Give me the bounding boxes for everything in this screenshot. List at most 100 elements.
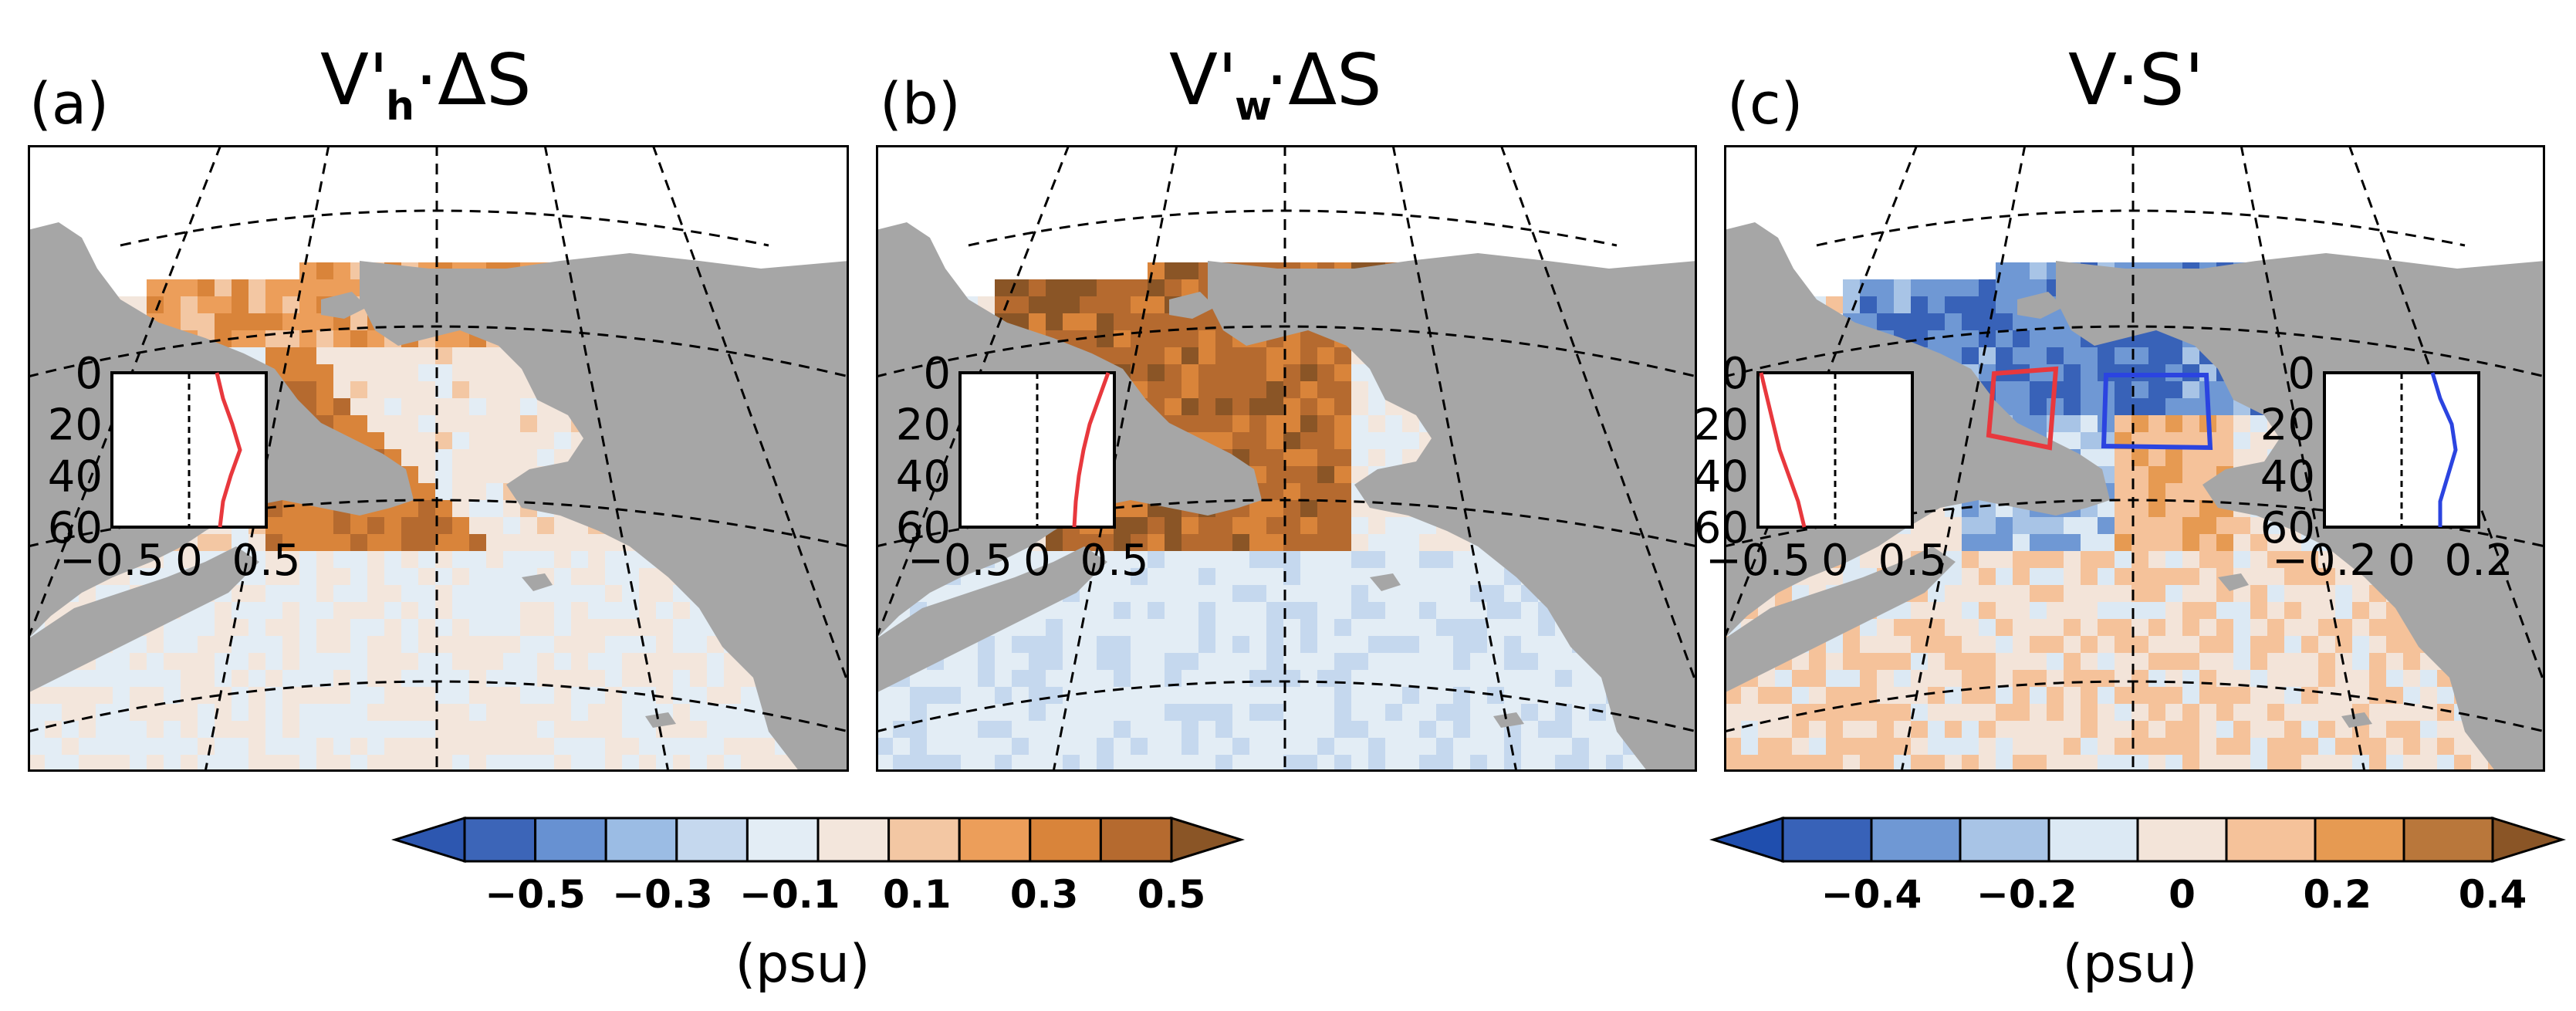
field-cell [1385, 551, 1402, 568]
field-cell [503, 721, 520, 738]
field-cell [775, 755, 792, 772]
field-cell [1198, 602, 1215, 619]
field-cell [96, 653, 113, 670]
field-cell [2301, 551, 2318, 568]
field-cell [1148, 551, 1165, 568]
field-cell [1046, 636, 1063, 653]
field-cell [350, 364, 367, 381]
field-cell [571, 755, 588, 772]
field-cell [1419, 551, 1436, 568]
field-cell [1979, 619, 1996, 636]
field-cell [2131, 653, 2148, 670]
field-cell [1453, 568, 1470, 585]
colorbar-ab-tick-label: 0.5 [1138, 872, 1206, 917]
field-cell [2250, 517, 2267, 534]
field-cell [350, 585, 367, 602]
field-cell [503, 585, 520, 602]
field-cell [1368, 721, 1385, 738]
field-cell [2148, 517, 2165, 534]
field-cell [503, 687, 520, 704]
field-cell [1334, 398, 1351, 415]
field-cell [554, 704, 571, 721]
field-cell [2233, 704, 2250, 721]
field-cell [571, 534, 588, 551]
field-cell [537, 636, 554, 653]
field-cell [316, 568, 333, 585]
field-cell [2284, 602, 2301, 619]
field-cell [2284, 551, 2301, 568]
field-cell [503, 364, 520, 381]
field-cell [588, 585, 605, 602]
field-cell [1334, 670, 1351, 687]
inset-ytick-label: 20 [2260, 401, 2315, 451]
field-cell [876, 738, 893, 755]
field-cell [1198, 551, 1215, 568]
field-cell [2216, 653, 2233, 670]
field-cell [2250, 619, 2267, 636]
field-cell [1419, 687, 1436, 704]
field-cell [1114, 602, 1131, 619]
field-cell [215, 721, 232, 738]
field-cell [2420, 670, 2437, 687]
field-cell [503, 636, 520, 653]
field-cell [707, 738, 724, 755]
field-cell [910, 687, 927, 704]
field-cell [1300, 517, 1317, 534]
field-cell [1215, 670, 1232, 687]
panel-a-label: (a) [29, 71, 109, 137]
field-cell [2148, 381, 2165, 398]
field-cell [605, 619, 622, 636]
field-cell [384, 619, 401, 636]
field-cell [2148, 738, 2165, 755]
field-cell [2064, 415, 2081, 432]
field-cell [147, 636, 164, 653]
field-cell [147, 704, 164, 721]
field-cell [1555, 721, 1572, 738]
inset-ytick-label: 0 [75, 349, 103, 399]
field-cell [1012, 755, 1029, 772]
field-cell [1097, 755, 1114, 772]
field-cell [1317, 653, 1334, 670]
field-cell [1758, 721, 1775, 738]
field-cell [1877, 670, 1894, 687]
field-cell [333, 721, 350, 738]
field-cell [1996, 568, 2013, 585]
field-cell [282, 517, 299, 534]
field-cell [2420, 687, 2437, 704]
field-cell [944, 738, 961, 755]
field-cell [1911, 330, 1928, 347]
field-cell [2454, 738, 2471, 755]
field-cell [1249, 347, 1266, 364]
field-cell [418, 670, 435, 687]
field-cell [1809, 755, 1826, 772]
field-cell [1351, 381, 1368, 398]
field-cell [350, 415, 367, 432]
field-cell [333, 585, 350, 602]
field-cell [1470, 636, 1487, 653]
field-cell [2115, 755, 2131, 772]
field-cell [1572, 738, 1589, 755]
field-cell [1215, 585, 1232, 602]
field-cell [2013, 721, 2030, 738]
field-cell [1266, 704, 1283, 721]
field-cell [2267, 636, 2284, 653]
field-cell [1911, 313, 1928, 330]
field-cell [2216, 517, 2233, 534]
field-cell [333, 619, 350, 636]
field-cell [1555, 704, 1572, 721]
field-cell [282, 313, 299, 330]
field-cell [2081, 517, 2098, 534]
field-cell [1368, 398, 1385, 415]
field-cell [130, 653, 147, 670]
field-cell [1894, 279, 1911, 296]
field-cell [1266, 381, 1283, 398]
field-cell [2098, 568, 2115, 585]
field-cell [1996, 755, 2013, 772]
field-cell [1521, 738, 1538, 755]
field-cell [384, 415, 401, 432]
field-cell [1317, 568, 1334, 585]
field-cell [1758, 687, 1775, 704]
field-cell [2267, 568, 2284, 585]
field-cell [367, 381, 384, 398]
field-cell [2013, 653, 2030, 670]
